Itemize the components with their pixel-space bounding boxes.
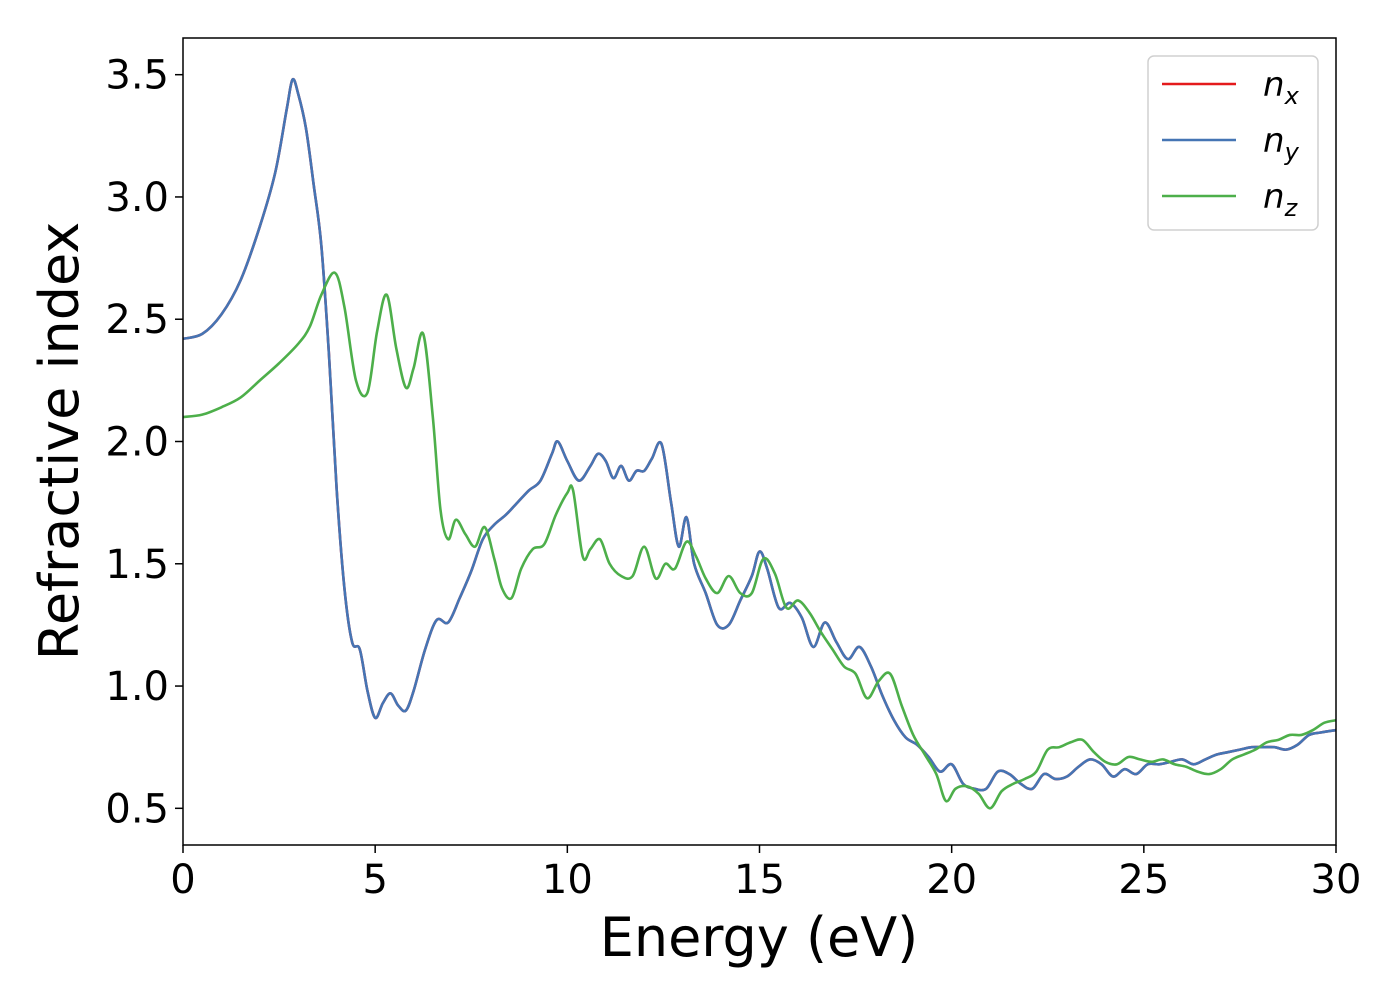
x-tick-label: 25 [1118, 857, 1169, 903]
y-axis-title: Refractive index [28, 222, 91, 661]
y-axis: 0.5 1.0 1.5 2.0 2.5 3.0 3.5 [105, 53, 183, 832]
x-tick-label: 15 [734, 857, 785, 903]
x-tick-label: 0 [170, 857, 195, 903]
y-tick-label: 0.5 [105, 786, 169, 832]
legend-frame [1147, 55, 1319, 231]
series-line-nz [182, 271, 1337, 810]
x-tick-label: 5 [362, 857, 387, 903]
y-tick-label: 1.0 [105, 664, 169, 710]
y-tick-label: 1.5 [105, 542, 169, 588]
x-tick-label: 10 [542, 857, 593, 903]
y-tick-label: 3.0 [105, 175, 169, 221]
y-tick-label: 2.5 [105, 297, 169, 343]
x-axis: 0 5 10 15 20 25 30 [170, 845, 1361, 903]
legend-label-nz: nz [1263, 177, 1299, 222]
x-tick-label: 20 [926, 857, 977, 903]
series-lines [182, 77, 1337, 810]
x-axis-title: Energy (eV) [600, 906, 919, 969]
x-tick-label: 30 [1311, 857, 1362, 903]
y-tick-label: 2.0 [105, 420, 169, 466]
y-tick-label: 3.5 [105, 53, 169, 99]
series-line-ny [182, 77, 1337, 792]
